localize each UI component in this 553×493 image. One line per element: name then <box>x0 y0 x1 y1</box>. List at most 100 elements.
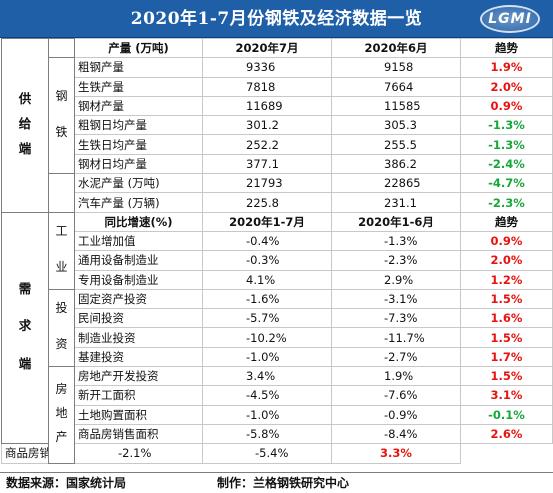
row-label: 生铁产量 <box>74 76 203 97</box>
page-title: 2020年1-7月份钢铁及经济数据一览 <box>130 9 423 29</box>
row-value-previous: -8.4% <box>331 423 461 445</box>
row-value-current: -10.2% <box>202 327 332 348</box>
row-trend: 1.5% <box>460 288 553 310</box>
row-label: 生铁日均产量 <box>74 134 203 155</box>
row-label: 粗钢日均产量 <box>74 115 203 136</box>
row-value-previous: 231.1 <box>331 192 461 213</box>
row-value-current: 7818 <box>202 76 332 97</box>
row-value-current: -5.8% <box>202 423 332 445</box>
header-col2: 2020年6月 <box>331 37 461 59</box>
row-value-previous: 1.9% <box>331 366 461 387</box>
row-value-previous: -11.7% <box>331 327 461 348</box>
industry-header-col1: 2020年1-7月 <box>202 211 332 232</box>
row-value-previous: 386.2 <box>331 153 461 175</box>
row-trend: -2.3% <box>460 192 553 213</box>
row-label: 民间投资 <box>74 308 203 329</box>
subgroup-investment: 投资 <box>48 288 75 368</box>
industry-header-col2: 2020年1-6月 <box>331 211 461 232</box>
subgroup-realestate: 房地产 <box>48 366 75 464</box>
row-label: 钢材产量 <box>74 95 203 117</box>
row-trend: -2.4% <box>460 153 553 175</box>
row-label: 钢材日均产量 <box>74 153 203 175</box>
row-label: 汽车产量 (万辆) <box>74 192 203 213</box>
supply-header-row: 供 给 端 产量 (万吨) 2020年7月 2020年6月 趋势 <box>1 37 553 213</box>
table-row: 专用设备制造业 4.1% 2.9% 1.2% <box>2 269 553 290</box>
table-row: 生铁日均产量 252.2 255.5 -1.3% <box>2 134 553 155</box>
row-value-previous: -7.6% <box>331 385 461 406</box>
table-row: 汽车产量 (万辆) 225.8 231.1 -2.3% <box>2 192 553 213</box>
row-value-current: 377.1 <box>202 153 332 175</box>
row-value-current: -2.1% <box>74 443 203 464</box>
subgroup-industry: 工业 <box>48 211 75 290</box>
row-label: 新开工面积 <box>74 385 203 406</box>
header-col1: 2020年7月 <box>202 37 332 59</box>
row-value-previous: -1.3% <box>331 230 461 252</box>
row-label: 工业增加值 <box>74 230 203 252</box>
table-row: 工业增加值 -0.4% -1.3% 0.9% <box>2 230 553 252</box>
row-value-current: 225.8 <box>202 192 332 213</box>
row-label: 粗钢产量 <box>74 57 203 78</box>
row-value-current: -1.0% <box>202 346 332 368</box>
subgroup-steel: 钢铁 <box>48 57 75 175</box>
row-trend: -4.7% <box>460 173 553 194</box>
row-value-previous: 305.3 <box>331 115 461 136</box>
row-label: 商品房销售面积 <box>74 423 203 445</box>
table-row: 新开工面积 -4.5% -7.6% 3.1% <box>2 385 553 406</box>
row-trend: 3.1% <box>460 385 553 406</box>
header-trend: 趋势 <box>460 37 553 59</box>
row-label: 通用设备制造业 <box>74 250 203 271</box>
row-value-current: -1.6% <box>202 288 332 310</box>
table-row: 投资 固定资产投资 -1.6% -3.1% 1.5% <box>2 288 553 368</box>
row-label: 房地产开发投资 <box>74 366 203 387</box>
row-value-previous: 7664 <box>331 76 461 97</box>
industry-header-label: 同比增速(%) <box>74 211 203 232</box>
row-trend: 1.7% <box>460 346 553 368</box>
row-value-current: 9336 <box>202 57 332 78</box>
table-row: 商品房销售面积 -5.8% -8.4% 2.6% <box>2 423 553 445</box>
supply-category: 供 给 端 <box>1 38 49 213</box>
row-trend: 1.2% <box>460 269 553 290</box>
header-label: 产量 (万吨) <box>74 37 203 59</box>
maker-credit: 制作：兰格钢铁研究中心 <box>217 476 350 490</box>
row-trend: 0.9% <box>460 95 553 117</box>
row-value-previous: 255.5 <box>331 134 461 155</box>
row-value-current: 252.2 <box>202 134 332 155</box>
table-row: 土地购置面积 -1.0% -0.9% -0.1% <box>2 404 553 425</box>
table-row: 民间投资 -5.7% -7.3% 1.6% <box>2 308 553 329</box>
industry-header-trend: 趋势 <box>460 211 553 232</box>
row-value-previous: -2.7% <box>331 346 461 368</box>
row-value-previous: 22865 <box>331 173 461 194</box>
row-trend: 2.0% <box>460 76 553 97</box>
row-trend: 2.0% <box>460 250 553 271</box>
table-row: 通用设备制造业 -0.3% -2.3% 2.0% <box>2 250 553 271</box>
row-value-current: -0.4% <box>202 230 332 252</box>
row-value-current: -5.7% <box>202 308 332 329</box>
row-value-current: 11689 <box>202 95 332 117</box>
row-label: 水泥产量 (万吨) <box>74 173 203 194</box>
row-value-current: 301.2 <box>202 115 332 136</box>
row-label: 商品房销售金额 <box>1 443 49 464</box>
table-row: 钢材产量 11689 11585 0.9% <box>2 95 553 117</box>
table-row: 粗钢日均产量 301.2 305.3 -1.3% <box>2 115 553 136</box>
row-trend: 1.5% <box>460 327 553 348</box>
row-label: 固定资产投资 <box>74 288 203 310</box>
row-value-previous: 2.9% <box>331 269 461 290</box>
row-label: 专用设备制造业 <box>74 269 203 290</box>
data-table: 供 给 端 产量 (万吨) 2020年7月 2020年6月 趋势 钢铁 粗钢产量… <box>1 37 553 464</box>
title-bar <box>0 0 553 38</box>
row-trend: -1.3% <box>460 115 553 136</box>
row-value-current: -4.5% <box>202 385 332 406</box>
data-source: 数据来源：国家统计局 <box>6 476 127 490</box>
row-trend: -0.1% <box>460 404 553 425</box>
row-trend: 2.6% <box>460 423 553 445</box>
row-trend: 1.6% <box>460 308 553 329</box>
row-value-previous: 9158 <box>331 57 461 78</box>
row-trend: 1.9% <box>460 57 553 78</box>
industry-header-row: 需 求 端 工业 同比增速(%) 2020年1-7月 2020年1-6月 趋势 <box>1 211 553 445</box>
lgmi-logo: LGMI <box>480 5 540 33</box>
row-value-previous: -5.4% <box>202 443 332 464</box>
demand-category: 需 求 端 <box>1 211 49 445</box>
row-value-current: 3.4% <box>202 366 332 387</box>
row-value-current: -1.0% <box>202 404 332 425</box>
row-value-previous: -0.9% <box>331 404 461 425</box>
